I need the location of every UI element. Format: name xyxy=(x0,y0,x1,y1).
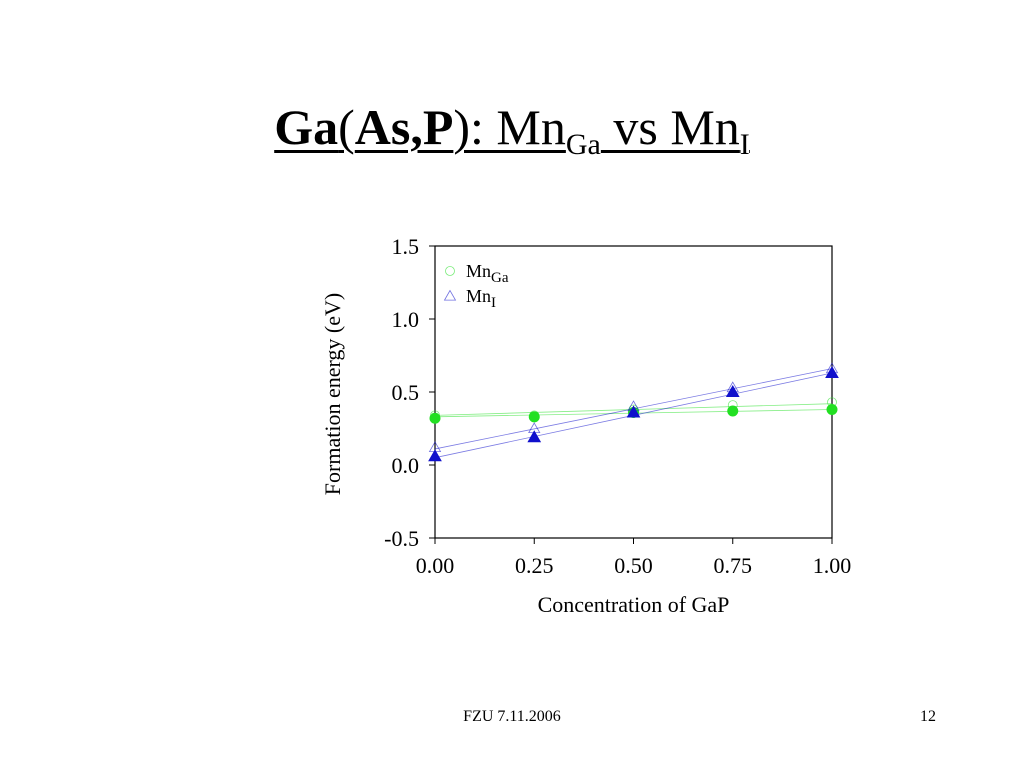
y-tick-label: 1.5 xyxy=(392,234,420,259)
x-tick-label: 1.00 xyxy=(813,553,852,578)
legend-label-main: Mn xyxy=(466,261,491,281)
title-sub-i: I xyxy=(739,128,750,161)
y-axis-title: Formation energy (eV) xyxy=(320,293,345,495)
title-paren-open: ( xyxy=(338,99,355,155)
x-tick-label: 0.25 xyxy=(515,553,554,578)
legend-label-sub: I xyxy=(491,295,496,311)
series-0-point-filled xyxy=(727,405,739,417)
series-1-point-filled xyxy=(527,430,542,443)
title-asp: As,P xyxy=(354,99,454,155)
series-1-point-filled xyxy=(626,405,641,418)
series-0-point-filled xyxy=(429,412,441,424)
slide-title: Ga(As,P): MnGa vs MnI xyxy=(0,95,1024,164)
title-ga: Ga xyxy=(274,99,339,155)
legend-label-main: Mn xyxy=(466,286,491,306)
footer-text: FZU 7.11.2006 xyxy=(463,708,561,725)
legend-label-0: MnGa xyxy=(466,261,509,286)
legend-label-1: MnI xyxy=(466,286,496,311)
title-underlined: Ga(As,P): MnGa vs MnI xyxy=(274,99,750,161)
y-tick-label: -0.5 xyxy=(384,526,419,551)
series-0-point-filled xyxy=(826,404,838,416)
y-tick-label: 0.5 xyxy=(392,380,420,405)
x-tick-label: 0.75 xyxy=(714,553,753,578)
legend-marker-1 xyxy=(443,289,457,301)
y-tick-label: 0.0 xyxy=(392,453,420,478)
title-sub-ga: Ga xyxy=(565,128,601,161)
series-1-point-filled xyxy=(825,366,839,379)
series-1-point-filled xyxy=(725,384,740,397)
plot-frame xyxy=(434,245,833,539)
legend-label-sub: Ga xyxy=(491,270,509,286)
chart-layer: 0.00 0.25 0.50 0.75 1.00 -0.5 0.0 0.5 1.0 1.5 Conc… xyxy=(320,234,851,617)
page-number: 12 xyxy=(920,708,936,725)
x-axis-title: Concentration of GaP xyxy=(538,592,730,617)
legend-marker-0 xyxy=(445,266,455,276)
x-tick-label: 0.50 xyxy=(614,553,653,578)
series-0-point-filled xyxy=(528,411,540,423)
y-tick-label: 1.0 xyxy=(392,307,420,332)
x-tick-label: 0.00 xyxy=(416,553,455,578)
title-vs-mn: vs Mn xyxy=(600,99,740,155)
title-mn: ): Mn xyxy=(453,99,566,155)
series-1-point-filled xyxy=(428,449,442,462)
